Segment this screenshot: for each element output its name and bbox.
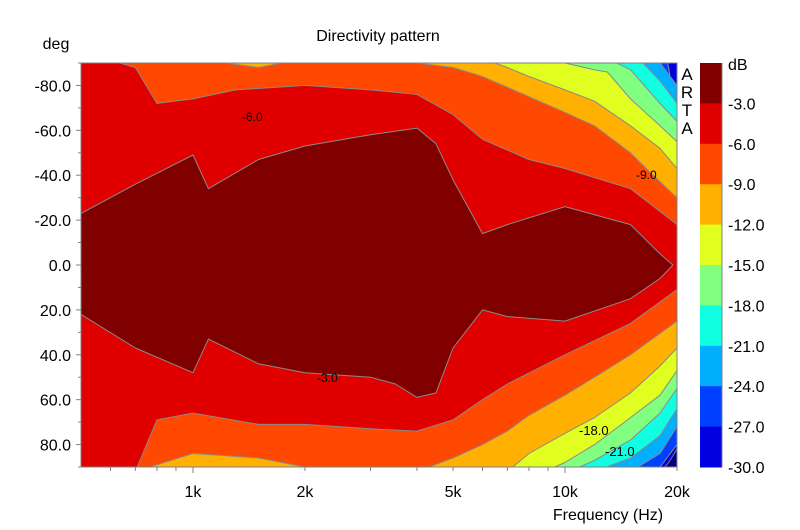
contour-label: -9.0	[636, 168, 657, 182]
colorbar-label: -9.0	[728, 177, 756, 194]
colorbar-swatch	[700, 386, 722, 428]
colorbar-unit: dB	[728, 57, 748, 74]
colorbar-label: -18.0	[728, 298, 765, 315]
colorbar-swatch	[700, 184, 722, 226]
y-tick-label: 80.0	[40, 438, 71, 455]
contour-region-level--3	[81, 127, 674, 398]
x-tick-label: 1k	[185, 484, 203, 501]
x-tick-label: 10k	[552, 484, 579, 501]
y-axis-ticks: -80.0 -60.0 -40.0 -20.0 0.0 20.0 40.0 60.0 80.0	[35, 62, 81, 468]
y-tick-label: 40.0	[40, 348, 71, 365]
colorbar-label: -3.0	[728, 96, 756, 113]
contour-label: -21.0	[605, 444, 635, 459]
contour-label: -3.0	[317, 371, 338, 385]
colorbar-label: -6.0	[728, 137, 756, 154]
colorbar: -3.0 -6.0 -9.0 -12.0 -15.0 -18.0 -21.0 -24.0 -27…	[700, 63, 765, 477]
colorbar-label: -21.0	[728, 339, 765, 356]
colorbar-swatch	[700, 63, 722, 104]
colorbar-label: -30.0	[728, 460, 765, 477]
x-tick-label: 20k	[664, 484, 691, 501]
y-tick-label: -60.0	[35, 123, 72, 140]
x-tick-label: 5k	[445, 484, 463, 501]
colorbar-swatch	[700, 224, 722, 266]
x-axis-ticks: 1k 2k 5k 10k 20k	[109, 467, 691, 501]
colorbar-swatch	[700, 103, 722, 145]
x-tick-label: 2k	[297, 484, 315, 501]
colorbar-label: -12.0	[728, 218, 765, 235]
contour-plot-area	[81, 63, 677, 467]
y-tick-label: 0.0	[49, 258, 71, 275]
y-tick-label: 20.0	[40, 303, 71, 320]
y-tick-label: -80.0	[35, 78, 72, 95]
contour-labels: -6.0 -9.0 -3.0 -18.0 -21.0	[242, 110, 657, 459]
y-tick-label: -20.0	[35, 213, 72, 230]
chart-title: Directivity pattern	[316, 28, 440, 45]
contour-region-below-min	[664, 448, 677, 467]
y-axis-label: deg	[43, 36, 70, 53]
colorbar-swatch	[700, 265, 722, 306]
y-tick-label: -40.0	[35, 168, 72, 185]
colorbar-label: -24.0	[728, 379, 765, 396]
colorbar-label: -15.0	[728, 258, 765, 275]
x-axis-label: Frequency (Hz)	[553, 507, 663, 524]
colorbar-swatch	[700, 345, 722, 387]
colorbar-swatch	[700, 426, 722, 468]
colorbar-swatch	[700, 305, 722, 347]
contour-label: -6.0	[242, 110, 263, 124]
colorbar-label: -27.0	[728, 420, 765, 437]
colorbar-swatch	[700, 143, 722, 185]
y-tick-label: 60.0	[40, 393, 71, 410]
contour-label: -18.0	[579, 423, 609, 438]
